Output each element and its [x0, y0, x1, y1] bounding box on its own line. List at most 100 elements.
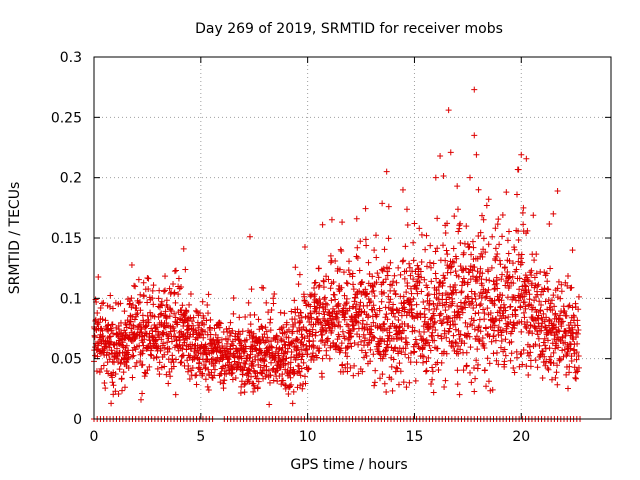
data-point — [135, 299, 142, 306]
data-point — [205, 291, 212, 298]
data-point — [375, 274, 382, 281]
data-point — [335, 300, 342, 307]
data-point — [339, 361, 346, 368]
data-point — [338, 340, 345, 347]
data-point — [359, 278, 366, 285]
data-point — [463, 349, 470, 356]
data-point — [565, 303, 572, 310]
data-point — [149, 287, 156, 294]
data-point — [520, 346, 527, 353]
data-point — [335, 319, 342, 326]
data-point — [353, 301, 360, 308]
data-point — [215, 339, 222, 346]
data-point — [529, 330, 536, 337]
data-point — [203, 351, 210, 358]
data-point — [421, 305, 428, 312]
data-point — [297, 309, 304, 316]
data-point — [327, 285, 334, 292]
data-point — [483, 293, 490, 300]
data-point — [186, 301, 193, 308]
data-point — [467, 369, 473, 376]
data-point — [481, 316, 488, 323]
data-point — [294, 337, 301, 344]
data-point — [155, 295, 162, 302]
data-point — [145, 275, 152, 282]
data-point — [388, 363, 395, 370]
data-point — [174, 319, 181, 326]
data-point — [270, 295, 277, 302]
data-point — [499, 327, 506, 334]
data-point — [107, 333, 114, 340]
data-point — [287, 359, 294, 366]
data-point — [345, 267, 352, 274]
data-point — [296, 271, 303, 278]
data-point — [532, 357, 539, 364]
data-point — [102, 385, 109, 392]
data-point — [172, 314, 179, 321]
data-point — [425, 354, 432, 361]
data-point — [422, 314, 429, 321]
data-point — [230, 310, 237, 317]
data-point — [440, 242, 447, 249]
data-point — [194, 308, 201, 315]
data-point — [282, 360, 289, 367]
data-point — [442, 377, 449, 384]
data-point — [474, 277, 481, 284]
data-point — [208, 369, 215, 376]
data-point — [180, 245, 187, 252]
data-point — [494, 251, 501, 258]
data-point — [403, 312, 410, 319]
data-point — [300, 359, 307, 366]
data-point — [171, 268, 178, 275]
data-point — [557, 295, 564, 302]
data-point — [91, 334, 98, 341]
data-point — [330, 305, 337, 312]
data-point — [124, 356, 131, 363]
data-point — [443, 247, 450, 254]
data-point — [475, 232, 482, 239]
data-point — [270, 377, 277, 384]
data-point — [311, 280, 318, 287]
data-point — [261, 358, 268, 365]
data-point — [573, 356, 580, 363]
data-point — [543, 270, 550, 277]
data-point — [207, 331, 214, 338]
data-point — [507, 303, 514, 310]
data-point — [550, 360, 557, 367]
data-point — [467, 174, 473, 181]
data-point — [443, 334, 450, 341]
data-point — [327, 259, 334, 266]
data-point — [475, 324, 482, 331]
data-point — [546, 220, 553, 227]
data-point — [552, 345, 559, 352]
data-point — [281, 310, 288, 317]
data-point — [421, 276, 428, 283]
data-point — [362, 236, 369, 243]
data-point — [281, 341, 288, 348]
data-point — [385, 343, 392, 350]
data-point — [293, 354, 300, 361]
data-point — [274, 338, 281, 345]
data-point — [293, 336, 300, 343]
data-point — [290, 370, 297, 377]
data-point — [105, 351, 112, 358]
data-point — [555, 344, 562, 351]
data-point — [532, 306, 539, 313]
data-point — [254, 385, 261, 392]
data-point — [115, 322, 122, 329]
data-point — [312, 329, 319, 336]
data-point — [245, 299, 252, 306]
data-point — [229, 376, 236, 383]
data-point — [369, 273, 376, 280]
data-point — [395, 350, 402, 357]
data-point — [490, 350, 497, 357]
data-point — [301, 244, 308, 251]
data-point — [479, 282, 486, 289]
data-point — [471, 326, 478, 333]
data-point — [298, 346, 305, 353]
data-point — [340, 269, 347, 276]
data-point — [285, 326, 292, 333]
data-point — [363, 321, 370, 328]
data-point — [423, 358, 430, 365]
data-point — [497, 261, 504, 268]
